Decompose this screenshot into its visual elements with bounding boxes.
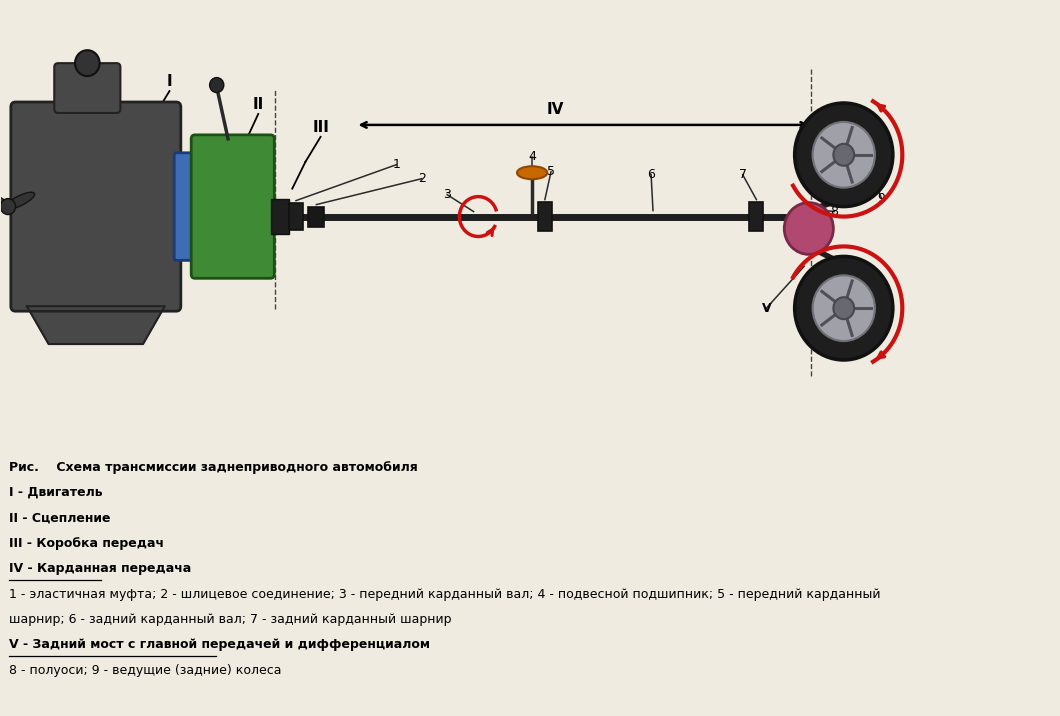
Text: 8 - полуоси; 9 - ведущие (задние) колеса: 8 - полуоси; 9 - ведущие (задние) колеса — [8, 664, 282, 677]
Ellipse shape — [5, 192, 35, 209]
Text: 8: 8 — [830, 205, 838, 218]
FancyBboxPatch shape — [174, 153, 197, 261]
Text: 6: 6 — [648, 168, 655, 181]
Ellipse shape — [0, 192, 11, 209]
Text: V: V — [761, 301, 771, 315]
Text: 3: 3 — [443, 188, 452, 201]
Bar — [270, 199, 289, 234]
Text: I - Двигатель: I - Двигатель — [8, 486, 103, 499]
Text: 1: 1 — [392, 158, 400, 171]
Text: 4: 4 — [528, 150, 536, 163]
Text: 7: 7 — [739, 168, 746, 181]
Text: III - Коробка передач: III - Коробка передач — [8, 537, 164, 550]
FancyBboxPatch shape — [191, 135, 275, 279]
Text: III: III — [312, 120, 329, 135]
Text: IV: IV — [547, 102, 564, 117]
Ellipse shape — [517, 166, 547, 179]
Bar — [537, 202, 552, 231]
FancyBboxPatch shape — [54, 63, 121, 113]
Circle shape — [833, 144, 854, 165]
Text: I: I — [166, 74, 173, 89]
Text: IV - Карданная передача: IV - Карданная передача — [8, 562, 191, 575]
Polygon shape — [26, 306, 164, 344]
Circle shape — [784, 203, 833, 254]
Text: V - Задний мост с главной передачей и дифференциалом: V - Задний мост с главной передачей и ди… — [8, 639, 430, 652]
Text: 2: 2 — [418, 173, 425, 185]
FancyBboxPatch shape — [11, 102, 181, 311]
Bar — [289, 203, 303, 231]
Text: II - Сцепление: II - Сцепление — [8, 511, 110, 524]
Circle shape — [75, 50, 100, 76]
Circle shape — [0, 198, 16, 215]
Text: Рис.    Схема трансмиссии заднеприводного автомобиля: Рис. Схема трансмиссии заднеприводного а… — [8, 460, 418, 473]
Circle shape — [795, 256, 893, 360]
Text: II: II — [252, 97, 264, 112]
Text: 5: 5 — [547, 165, 555, 178]
Circle shape — [833, 297, 854, 319]
Circle shape — [795, 103, 893, 207]
Bar — [308, 207, 324, 226]
Text: 1 - эластичная муфта; 2 - шлицевое соединение; 3 - передний карданный вал; 4 - п: 1 - эластичная муфта; 2 - шлицевое соеди… — [8, 588, 881, 601]
Circle shape — [210, 77, 224, 92]
Circle shape — [813, 122, 874, 188]
Circle shape — [813, 276, 874, 341]
Bar — [749, 202, 763, 231]
Text: шарнир; 6 - задний карданный вал; 7 - задний карданный шарнир: шарнир; 6 - задний карданный вал; 7 - за… — [8, 613, 452, 626]
Text: 9: 9 — [878, 192, 885, 205]
